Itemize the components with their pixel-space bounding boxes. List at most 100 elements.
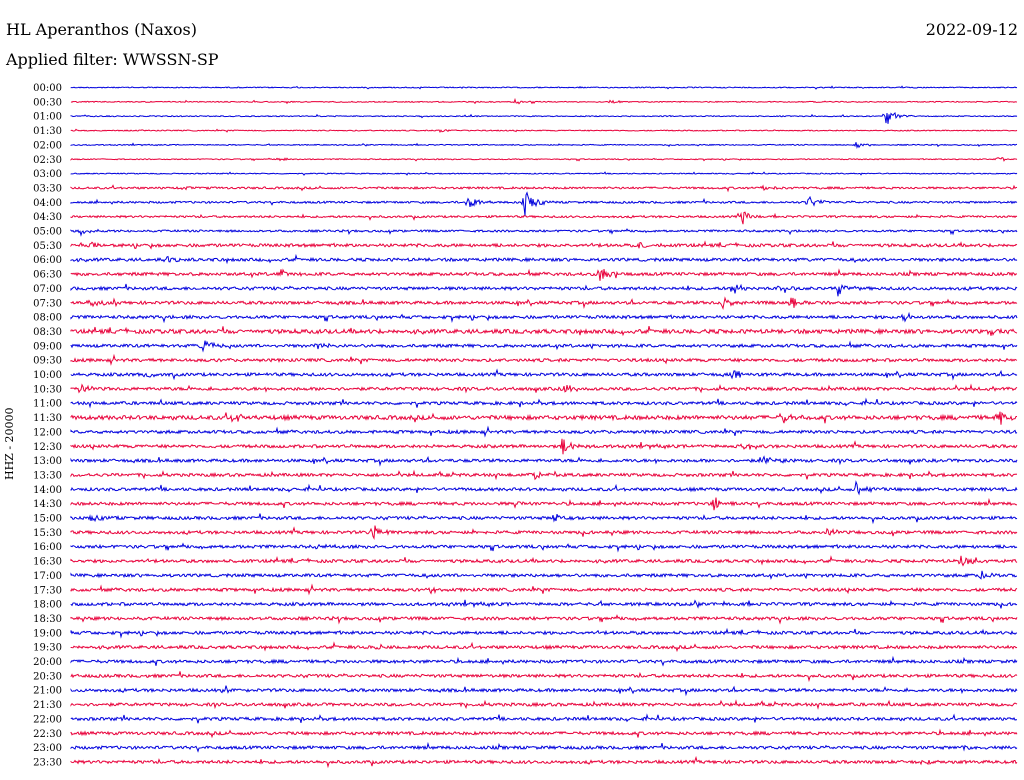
trace-line <box>70 641 1018 653</box>
trace-line <box>70 614 1018 625</box>
trace-line <box>70 755 1018 769</box>
trace-line <box>70 240 1018 250</box>
time-tick-label: 04:30 <box>33 212 62 223</box>
time-tick-label: 13:30 <box>33 470 62 481</box>
time-tick-label: 06:00 <box>33 255 62 266</box>
trace-line <box>70 156 1018 162</box>
trace-line <box>70 368 1018 381</box>
trace-line <box>70 728 1018 739</box>
trace-line <box>70 425 1018 438</box>
trace-line <box>70 699 1018 710</box>
time-tick-label: 19:00 <box>33 628 62 639</box>
trace-line <box>70 455 1018 467</box>
time-tick-label: 03:00 <box>33 169 62 180</box>
time-tick-label: 21:00 <box>33 686 62 697</box>
time-tick-label: 22:30 <box>33 729 62 740</box>
time-tick-label: 17:00 <box>33 571 62 582</box>
trace-line <box>70 397 1018 409</box>
time-tick-label: 05:30 <box>33 241 62 252</box>
time-tick-label: 06:30 <box>33 270 62 281</box>
trace-line <box>70 627 1018 639</box>
trace-line <box>70 741 1018 753</box>
time-tick-label: 17:30 <box>33 585 62 596</box>
time-tick-label: 23:30 <box>33 757 62 768</box>
time-tick-label: 09:00 <box>33 341 62 352</box>
time-tick-label: 13:00 <box>33 456 62 467</box>
trace-line <box>70 497 1018 511</box>
trace-line <box>70 411 1018 425</box>
time-tick-label: 21:30 <box>33 700 62 711</box>
trace-line <box>70 311 1018 324</box>
trace-line <box>70 283 1018 297</box>
trace-line <box>70 438 1018 455</box>
trace-line <box>70 513 1018 525</box>
trace-line <box>70 184 1018 193</box>
time-tick-label: 09:30 <box>33 356 62 367</box>
time-tick-label: 00:00 <box>33 83 62 94</box>
trace-line <box>70 713 1018 724</box>
time-tick-label: 05:00 <box>33 227 62 238</box>
trace-line <box>70 383 1018 394</box>
time-tick-label: 02:30 <box>33 155 62 166</box>
trace-line <box>70 142 1018 150</box>
trace-line <box>70 469 1018 481</box>
trace-line <box>70 555 1018 567</box>
time-tick-label: 08:00 <box>33 313 62 324</box>
trace-line <box>70 685 1018 697</box>
trace-line <box>70 340 1018 353</box>
time-tick-label: 15:00 <box>33 514 62 525</box>
trace-line <box>70 191 1018 216</box>
trace-line <box>70 211 1018 225</box>
time-tick-label: 07:30 <box>33 298 62 309</box>
date-label: 2022-09-12 <box>925 20 1018 39</box>
time-tick-label: 04:00 <box>33 198 62 209</box>
filter-label: Applied filter: WWSSN-SP <box>6 50 219 69</box>
time-tick-label: 16:30 <box>33 557 62 568</box>
time-tick-label: 23:00 <box>33 743 62 754</box>
trace-line <box>70 480 1018 496</box>
time-tick-label: 10:30 <box>33 384 62 395</box>
time-tick-label: 14:00 <box>33 485 62 496</box>
trace-line <box>70 326 1018 337</box>
trace-line <box>70 296 1018 311</box>
time-tick-label: 22:00 <box>33 714 62 725</box>
trace-line <box>70 268 1018 281</box>
trace-line <box>70 655 1018 667</box>
time-tick-label: 01:00 <box>33 112 62 123</box>
time-tick-label: 02:00 <box>33 140 62 151</box>
trace-line <box>70 253 1018 265</box>
time-tick-label: 14:30 <box>33 499 62 510</box>
trace-line <box>70 228 1018 237</box>
time-tick-label: 15:30 <box>33 528 62 539</box>
time-tick-label: 12:30 <box>33 442 62 453</box>
trace-line <box>70 353 1018 366</box>
time-tick-label: 19:30 <box>33 643 62 654</box>
time-tick-label: 07:00 <box>33 284 62 295</box>
time-tick-label: 08:30 <box>33 327 62 338</box>
time-tick-label: 12:00 <box>33 427 62 438</box>
trace-line <box>70 583 1018 596</box>
time-tick-label: 11:00 <box>33 399 62 410</box>
trace-line <box>70 171 1018 176</box>
trace-line <box>70 570 1018 580</box>
trace-line <box>70 525 1018 541</box>
trace-line <box>70 542 1018 553</box>
time-tick-label: 00:30 <box>33 97 62 108</box>
trace-line <box>70 85 1018 90</box>
time-tick-label: 11:30 <box>33 413 62 424</box>
time-tick-label: 18:30 <box>33 614 62 625</box>
trace-line <box>70 97 1018 105</box>
trace-line <box>70 128 1018 134</box>
trace-line <box>70 599 1018 609</box>
station-title: HL Aperanthos (Naxos) <box>6 20 197 39</box>
time-tick-label: 01:30 <box>33 126 62 137</box>
time-tick-label: 20:30 <box>33 671 62 682</box>
trace-line <box>70 111 1018 124</box>
time-tick-label: 10:00 <box>33 370 62 381</box>
time-tick-label: 18:00 <box>33 600 62 611</box>
time-tick-label: 16:00 <box>33 542 62 553</box>
time-tick-label: 20:00 <box>33 657 62 668</box>
time-tick-label: 03:30 <box>33 183 62 194</box>
trace-line <box>70 671 1018 683</box>
